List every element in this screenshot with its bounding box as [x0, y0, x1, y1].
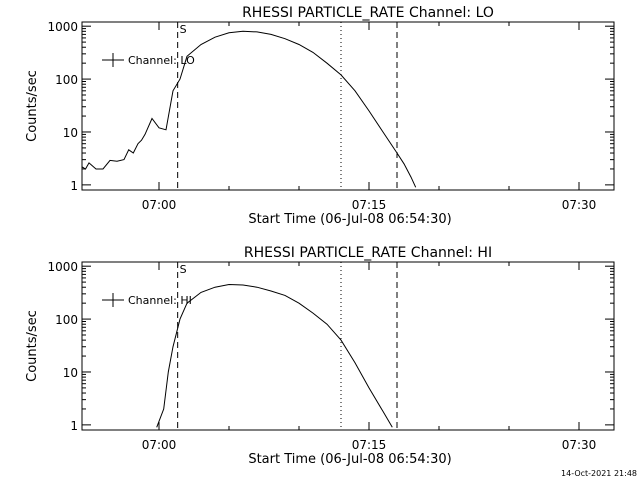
- series-line: [82, 30, 417, 188]
- y-tick-label: 1: [70, 179, 78, 193]
- x-axis-label: Start Time (06-Jul-08 06:54:30): [248, 212, 451, 227]
- x-tick-label: 07:30: [562, 198, 597, 212]
- chart-title: RHESSI PARTICLE_RATE Channel: LO: [242, 5, 494, 21]
- legend-label: Channel: LO: [128, 54, 195, 67]
- plot-frame: [81, 21, 615, 191]
- x-tick-label: 07:15: [352, 198, 387, 212]
- x-tick-label: 07:30: [562, 438, 597, 452]
- chart-panel: RHESSI PARTICLE_RATE Channel: HI 07:00 07:…: [25, 245, 615, 467]
- y-tick-label: 1000: [47, 20, 78, 34]
- y-axis-label: Counts/sec: [25, 70, 40, 142]
- start-marker-label: S: [180, 23, 187, 36]
- x-axis-label: Start Time (06-Jul-08 06:54:30): [248, 452, 451, 467]
- x-tick-label: 07:00: [142, 198, 177, 212]
- y-tick-label: 10: [63, 126, 78, 140]
- legend-label: Channel: HI: [128, 294, 192, 307]
- y-tick-label: 100: [55, 73, 78, 87]
- start-marker-label: S: [180, 263, 187, 276]
- x-tick-label: 07:00: [142, 438, 177, 452]
- x-tick-label: 07:15: [352, 438, 387, 452]
- chart-panel: RHESSI PARTICLE_RATE Channel: LO 07:00 07:…: [25, 5, 615, 227]
- series-line: [156, 283, 393, 428]
- y-tick-label: 10: [63, 366, 78, 380]
- y-axis-label: Counts/sec: [25, 310, 40, 382]
- y-tick-label: 1000: [47, 260, 78, 274]
- y-tick-label: 100: [55, 313, 78, 327]
- y-tick-label: 1: [70, 419, 78, 433]
- plot-frame: [81, 261, 615, 431]
- chart-title: RHESSI PARTICLE_RATE Channel: HI: [244, 245, 492, 261]
- timestamp: 14-Oct-2021 21:48: [561, 469, 637, 478]
